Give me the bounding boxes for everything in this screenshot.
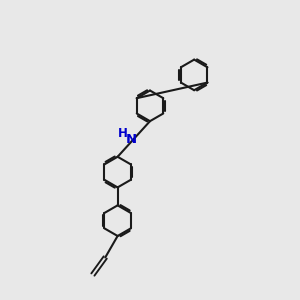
Text: H: H bbox=[118, 127, 128, 140]
Text: N: N bbox=[126, 133, 137, 146]
